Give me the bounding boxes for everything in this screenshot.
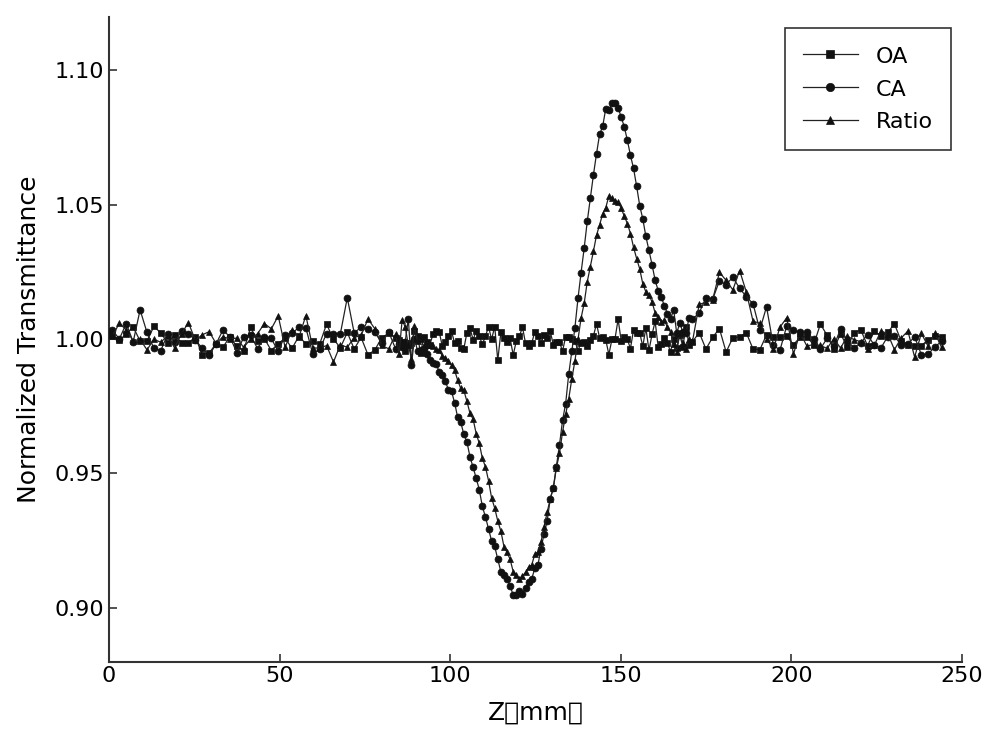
OA [621,335,633,344]
Line: Ratio: Ratio [109,193,945,582]
OA [492,356,504,365]
Ratio [106,331,118,340]
OA [767,332,779,341]
CA [106,326,118,335]
Ratio [621,219,633,228]
OA [418,332,430,341]
Ratio [452,376,464,385]
OA [612,315,624,324]
CA [609,98,621,107]
Ratio [668,339,680,348]
CA [507,591,519,599]
CA [203,351,215,360]
Ratio [203,328,215,336]
OA [452,336,464,345]
Line: CA: CA [109,99,945,599]
CA [668,305,680,314]
CA [767,341,779,350]
Line: OA: OA [109,316,945,364]
Ratio [936,343,948,352]
OA [936,333,948,342]
Y-axis label: Normalized Transmittance: Normalized Transmittance [17,176,41,503]
Ratio [603,192,615,201]
Ratio [418,342,430,350]
Ratio [513,575,525,584]
X-axis label: Z（mm）: Z（mm） [488,700,583,725]
Legend: OA, CA, Ratio: OA, CA, Ratio [785,27,951,150]
OA [106,330,118,339]
Ratio [767,345,779,353]
CA [418,345,430,353]
CA [621,136,633,144]
OA [668,334,680,343]
OA [203,348,215,357]
CA [452,413,464,422]
CA [936,337,948,346]
